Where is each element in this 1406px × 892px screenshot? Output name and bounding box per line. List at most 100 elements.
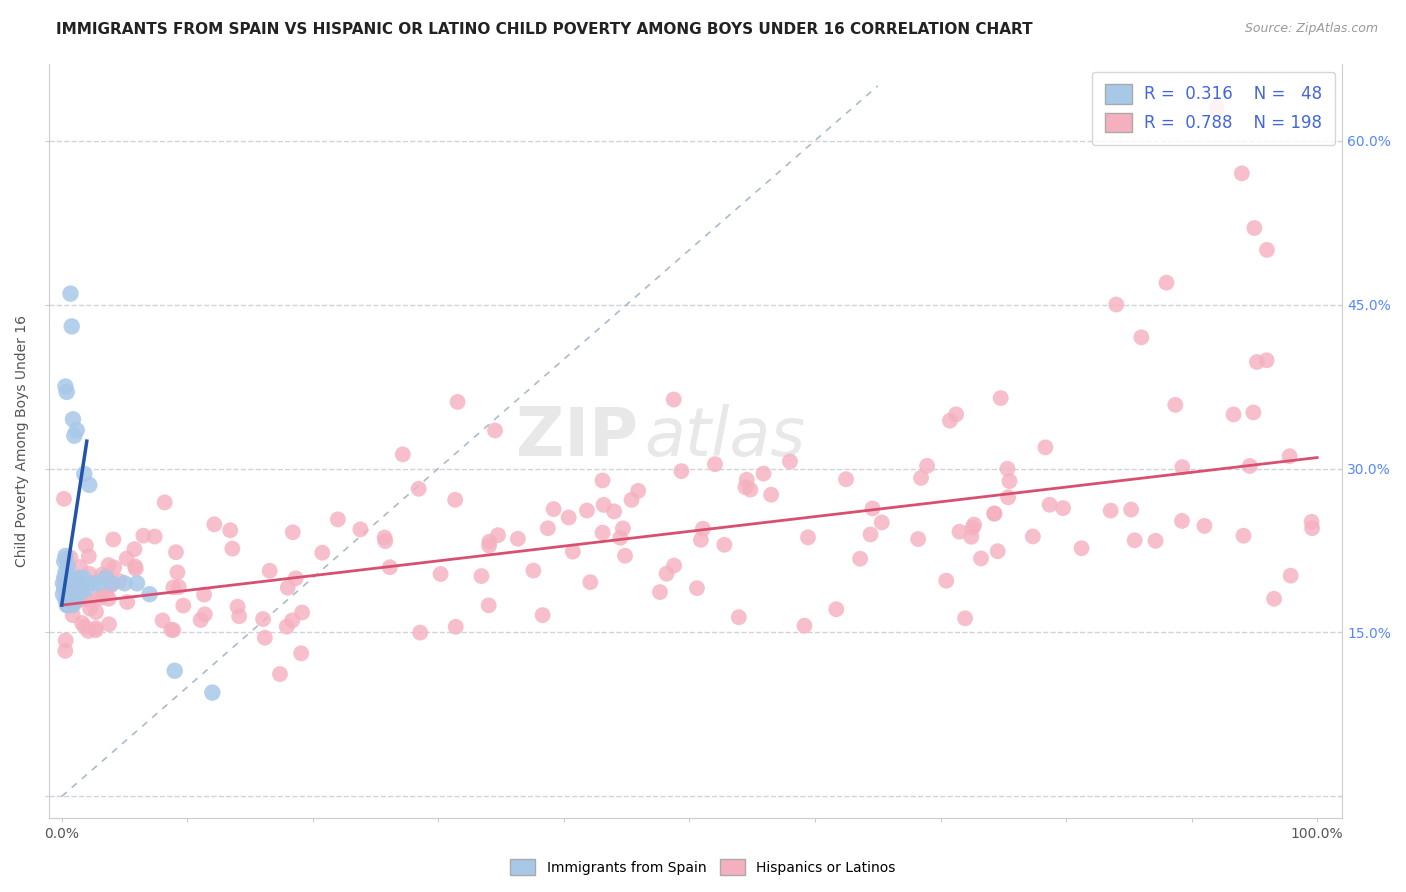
- Point: [56, 560, 79, 574]
- Text: ZIP: ZIP: [516, 404, 637, 470]
- Point: [202, 517, 225, 532]
- Point: [349, 522, 371, 536]
- Point: [543, 502, 565, 516]
- Point: [58, 571, 80, 585]
- Point: [990, 391, 1012, 405]
- Point: [1256, 243, 1278, 257]
- Point: [1070, 541, 1092, 556]
- Point: [62, 608, 84, 623]
- Point: [77, 624, 100, 638]
- Point: [797, 530, 820, 544]
- Point: [59, 576, 82, 591]
- Point: [91, 589, 114, 603]
- Point: [311, 546, 333, 560]
- Y-axis label: Child Poverty Among Boys Under 16: Child Poverty Among Boys Under 16: [15, 315, 30, 567]
- Point: [60, 596, 83, 610]
- Point: [727, 610, 749, 624]
- Point: [162, 581, 184, 595]
- Point: [752, 467, 775, 481]
- Point: [66, 594, 89, 608]
- Point: [446, 395, 468, 409]
- Point: [1123, 533, 1146, 548]
- Point: [94, 571, 117, 585]
- Point: [56, 576, 79, 591]
- Point: [409, 625, 432, 640]
- Point: [1171, 460, 1194, 475]
- Point: [793, 619, 815, 633]
- Point: [77, 549, 100, 564]
- Point: [79, 566, 101, 581]
- Point: [62, 412, 84, 426]
- Point: [1194, 519, 1216, 533]
- Point: [592, 474, 614, 488]
- Point: [779, 454, 801, 468]
- Point: [603, 504, 626, 518]
- Point: [1278, 449, 1301, 463]
- Point: [219, 523, 242, 537]
- Point: [63, 582, 86, 596]
- Point: [66, 576, 89, 591]
- Point: [408, 482, 430, 496]
- Point: [252, 612, 274, 626]
- Point: [614, 549, 637, 563]
- Point: [253, 631, 276, 645]
- Point: [486, 528, 509, 542]
- Point: [849, 551, 872, 566]
- Point: [1119, 502, 1142, 516]
- Point: [190, 613, 212, 627]
- Point: [284, 571, 307, 585]
- Point: [1279, 568, 1302, 582]
- Point: [620, 492, 643, 507]
- Legend: R =  0.316    N =   48, R =  0.788    N = 198: R = 0.316 N = 48, R = 0.788 N = 198: [1092, 71, 1334, 145]
- Point: [1099, 503, 1122, 517]
- Point: [55, 549, 77, 563]
- Point: [655, 566, 678, 581]
- Point: [998, 474, 1021, 488]
- Point: [56, 598, 79, 612]
- Point: [662, 558, 685, 573]
- Point: [53, 554, 76, 568]
- Point: [939, 414, 962, 428]
- Point: [391, 447, 413, 461]
- Point: [740, 483, 762, 497]
- Point: [62, 598, 84, 612]
- Point: [125, 576, 148, 591]
- Point: [63, 595, 86, 609]
- Text: IMMIGRANTS FROM SPAIN VS HISPANIC OR LATINO CHILD POVERTY AMONG BOYS UNDER 16 CO: IMMIGRANTS FROM SPAIN VS HISPANIC OR LAT…: [56, 22, 1033, 37]
- Point: [478, 599, 501, 613]
- Point: [277, 581, 299, 595]
- Point: [63, 428, 86, 442]
- Point: [55, 379, 77, 393]
- Point: [963, 517, 986, 532]
- Point: [97, 558, 120, 572]
- Point: [870, 516, 893, 530]
- Point: [962, 521, 984, 535]
- Point: [1035, 441, 1057, 455]
- Point: [82, 576, 104, 591]
- Point: [143, 530, 166, 544]
- Point: [70, 615, 93, 630]
- Point: [55, 566, 77, 580]
- Point: [1232, 529, 1254, 543]
- Point: [79, 601, 101, 615]
- Point: [59, 587, 82, 601]
- Point: [55, 633, 77, 648]
- Point: [627, 483, 650, 498]
- Point: [79, 478, 101, 492]
- Point: [910, 471, 932, 485]
- Point: [59, 286, 82, 301]
- Point: [100, 578, 122, 592]
- Point: [557, 510, 579, 524]
- Point: [55, 587, 77, 601]
- Point: [228, 609, 250, 624]
- Point: [84, 624, 107, 638]
- Point: [58, 587, 80, 601]
- Point: [506, 532, 529, 546]
- Point: [84, 621, 107, 635]
- Point: [374, 531, 396, 545]
- Point: [1256, 353, 1278, 368]
- Point: [444, 492, 467, 507]
- Point: [1164, 398, 1187, 412]
- Point: [281, 614, 304, 628]
- Point: [429, 566, 451, 581]
